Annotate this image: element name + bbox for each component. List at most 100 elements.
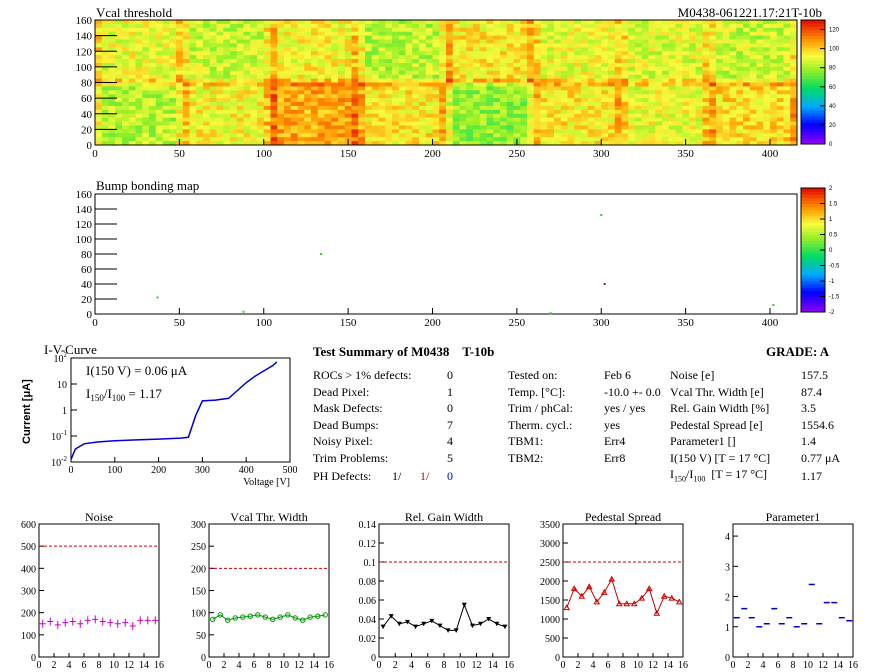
y-tick-label: 140: [76, 31, 93, 43]
heatmap-cell: [365, 23, 373, 29]
roc-data-point: [210, 616, 216, 623]
heatmap-cell: [743, 133, 751, 138]
heatmap-cell: [709, 23, 717, 29]
heatmap-cell: [189, 66, 197, 72]
heatmap-cell: [614, 141, 622, 146]
heatmap-cell: [277, 133, 285, 138]
heatmap-cell: [689, 109, 697, 115]
heatmap-cell: [189, 43, 197, 48]
heatmap-cell: [567, 102, 575, 107]
heatmap-cell: [378, 35, 386, 40]
heatmap-cell: [412, 90, 420, 95]
heatmap-cell: [290, 51, 298, 56]
heatmap-cell: [155, 117, 163, 122]
x-tick-label: 100: [256, 148, 273, 160]
roc-data-point: [54, 620, 61, 629]
heatmap-cell: [398, 43, 406, 48]
heatmap-cell: [587, 121, 595, 126]
heatmap-cell: [513, 74, 521, 79]
heatmap-cell: [95, 90, 103, 95]
heatmap-cell: [95, 59, 103, 64]
heatmap-cell: [128, 78, 136, 83]
heatmap-cell: [365, 109, 373, 115]
heatmap-cell: [513, 66, 521, 72]
heatmap-cell: [763, 133, 771, 138]
heatmap-cell: [473, 141, 481, 146]
heatmap-cell: [311, 141, 319, 146]
heatmap-cell: [182, 51, 190, 56]
heatmap-cell: [142, 125, 150, 130]
heatmap-cell: [135, 70, 143, 75]
heatmap-cell: [574, 113, 582, 118]
colorbar-cell: [801, 240, 825, 245]
heatmap-cell: [243, 43, 251, 48]
heatmap-cell: [756, 39, 764, 44]
heatmap-cell: [425, 47, 433, 52]
heatmap-cell: [621, 82, 629, 87]
heatmap-cell: [668, 59, 676, 64]
heatmap-cell: [540, 51, 548, 56]
heatmap-cell: [135, 62, 143, 68]
heatmap-cell: [500, 94, 508, 99]
heatmap-cell: [277, 105, 285, 111]
heatmap-cell: [149, 121, 157, 126]
heatmap-cell: [452, 105, 460, 111]
heatmap-cell: [736, 47, 744, 52]
heatmap-cell: [277, 109, 285, 115]
heatmap-cell: [365, 74, 373, 79]
heatmap-cell: [668, 121, 676, 126]
heatmap-cell: [628, 137, 636, 142]
heatmap-cell: [425, 20, 433, 25]
heatmap-cell: [500, 20, 508, 25]
heatmap-cell: [770, 20, 778, 25]
heatmap-cell: [331, 137, 339, 142]
heatmap-cell: [790, 137, 798, 142]
heatmap-cell: [581, 98, 589, 103]
heatmap-cell: [547, 105, 555, 111]
heatmap-cell: [149, 86, 157, 91]
heatmap-cell: [405, 47, 413, 52]
heatmap-cell: [324, 66, 332, 72]
heatmap-cell: [432, 137, 440, 142]
heatmap-cell: [128, 70, 136, 75]
heatmap-cell: [446, 102, 454, 107]
heatmap-cell: [257, 70, 265, 75]
heatmap-cell: [189, 86, 197, 91]
heatmap-cell: [196, 129, 204, 134]
heatmap-cell: [452, 121, 460, 126]
x-tick-label: 100: [256, 317, 273, 329]
heatmap-cell: [635, 59, 643, 64]
heatmap-cell: [689, 27, 697, 33]
heatmap-cell: [547, 121, 555, 126]
heatmap-cell: [702, 105, 710, 111]
heatmap-cell: [459, 35, 467, 40]
heatmap-cell: [405, 82, 413, 87]
heatmap-cell: [459, 109, 467, 115]
bump-x-axis: 0 50 100 150 200 250 300 350 400: [92, 308, 779, 329]
heatmap-cell: [284, 66, 292, 72]
heatmap-cell: [790, 113, 798, 118]
heatmap-cell: [351, 62, 359, 68]
heatmap-cell: [338, 62, 346, 68]
heatmap-cell: [641, 113, 649, 118]
heatmap-cell: [776, 98, 784, 103]
heatmap-cell: [533, 74, 541, 79]
heatmap-cell: [621, 31, 629, 36]
heatmap-cell: [608, 55, 616, 60]
heatmap-cell: [351, 105, 359, 111]
heatmap-cell: [709, 129, 717, 134]
heatmap-cell: [344, 133, 352, 138]
heatmap-cell: [257, 35, 265, 40]
heatmap-cell: [628, 43, 636, 48]
heatmap-cell: [668, 27, 676, 33]
roc-x-tick-label: 0: [207, 660, 212, 671]
heatmap-cell: [614, 51, 622, 56]
heatmap-cell: [331, 113, 339, 118]
heatmap-cell: [716, 129, 724, 134]
heatmap-cell: [371, 105, 379, 111]
heatmap-cell: [128, 98, 136, 103]
heatmap-cell: [371, 70, 379, 75]
heatmap-cell: [736, 31, 744, 36]
heatmap-cell: [689, 70, 697, 75]
heatmap-cell: [392, 62, 400, 68]
